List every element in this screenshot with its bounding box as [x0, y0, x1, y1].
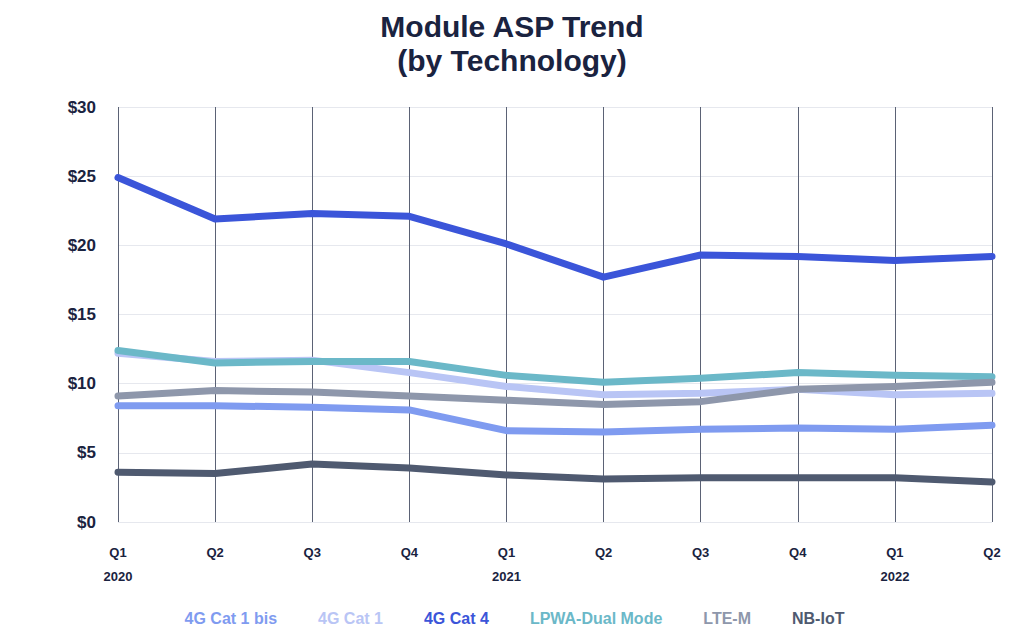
svg-text:Q1: Q1 [109, 545, 126, 560]
svg-text:NB-IoT: NB-IoT [792, 610, 845, 627]
svg-text:Q4: Q4 [401, 545, 419, 560]
svg-text:$30: $30 [68, 98, 96, 117]
svg-text:$0: $0 [77, 513, 96, 532]
svg-text:Q2: Q2 [983, 545, 1000, 560]
svg-text:4G Cat 1 bis: 4G Cat 1 bis [185, 610, 278, 627]
svg-text:2020: 2020 [104, 569, 133, 584]
svg-text:Q2: Q2 [206, 545, 223, 560]
svg-text:2022: 2022 [880, 569, 909, 584]
svg-text:Q2: Q2 [595, 545, 612, 560]
svg-text:4G Cat 1: 4G Cat 1 [318, 610, 383, 627]
svg-text:$20: $20 [68, 236, 96, 255]
svg-text:$5: $5 [77, 443, 96, 462]
svg-text:4G Cat 4: 4G Cat 4 [424, 610, 489, 627]
svg-text:Q1: Q1 [498, 545, 515, 560]
svg-text:$25: $25 [68, 167, 96, 186]
svg-text:2021: 2021 [492, 569, 521, 584]
svg-text:$15: $15 [68, 305, 96, 324]
svg-text:Q1: Q1 [886, 545, 903, 560]
svg-text:Q4: Q4 [789, 545, 807, 560]
svg-text:Q3: Q3 [304, 545, 321, 560]
svg-text:LTE-M: LTE-M [703, 610, 751, 627]
svg-text:LPWA-Dual Mode: LPWA-Dual Mode [530, 610, 663, 627]
svg-text:Q3: Q3 [692, 545, 709, 560]
svg-text:$10: $10 [68, 374, 96, 393]
svg-text:Module ASP Trend: Module ASP Trend [380, 10, 643, 43]
svg-text:(by Technology): (by Technology) [397, 44, 626, 77]
